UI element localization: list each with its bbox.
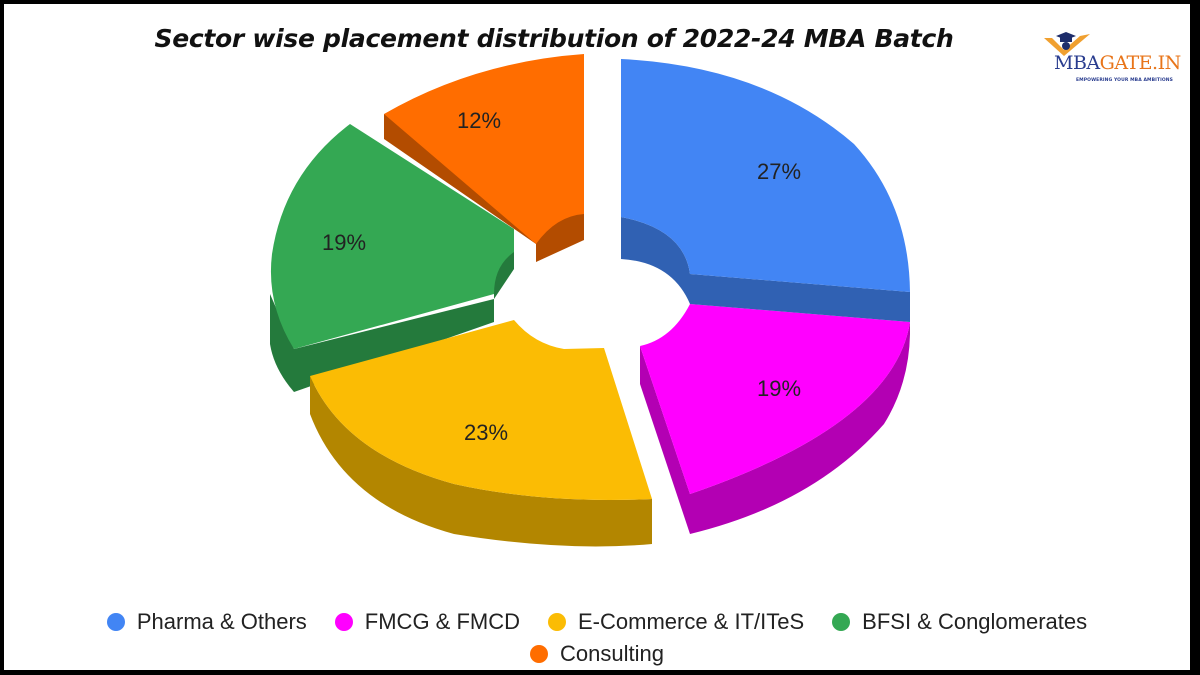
slice-pharma[interactable]: 27% [621, 59, 910, 322]
slice-ecommerce[interactable]: 23% [310, 320, 652, 547]
legend-dot-icon [548, 613, 566, 631]
brand-logo: MBAGATE.IN EMPOWERING YOUR MBA AMBITIONS [1040, 30, 1190, 100]
graduation-cap-icon [1044, 32, 1090, 56]
chart-title: Sector wise placement distribution of 20… [154, 24, 954, 53]
legend-item-consulting[interactable]: Consulting [530, 641, 664, 667]
legend-dot-icon [832, 613, 851, 631]
slice-label: 12% [457, 108, 501, 133]
slice-label: 19% [322, 230, 366, 255]
legend-item-pharma[interactable]: Pharma & Others [106, 609, 307, 635]
slice-label: 19% [757, 376, 801, 401]
slice-label: 27% [757, 159, 801, 184]
legend-dot-icon [106, 613, 125, 631]
slice-fmcg[interactable]: 19% [640, 304, 910, 534]
logo-wordmark: MBAGATE.IN [1054, 52, 1181, 74]
legend-item-fmcg[interactable]: FMCG & FMCD [334, 609, 520, 635]
donut-chart: 12% 19% 23% 19% 27% [270, 54, 910, 547]
slice-consulting[interactable]: 12% [384, 54, 584, 262]
legend-item-ecommerce[interactable]: E-Commerce & IT/ITeS [548, 609, 804, 635]
slice-label: 23% [464, 420, 508, 445]
logo-tagline: EMPOWERING YOUR MBA AMBITIONS [1076, 78, 1173, 83]
legend-dot-icon [530, 645, 549, 663]
legend-dot-icon [334, 613, 353, 631]
chart-canvas: Sector wise placement distribution of 20… [4, 4, 1190, 670]
chart-legend: Pharma & Others FMCG & FMCD E-Commerce &… [4, 606, 1190, 670]
legend-item-bfsi[interactable]: BFSI & Conglomerates [832, 609, 1087, 635]
